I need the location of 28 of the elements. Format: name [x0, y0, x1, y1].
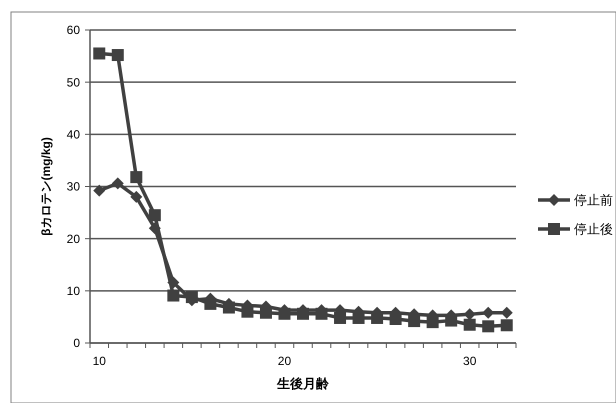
point [482, 320, 494, 332]
point [93, 184, 106, 197]
legend-label: 停止前 [574, 192, 613, 208]
point [112, 177, 124, 190]
point [167, 290, 180, 302]
y-tick-label: 30 [66, 180, 80, 194]
y-tick-label: 10 [66, 284, 80, 298]
point [130, 190, 142, 203]
y-tick-label: 0 [73, 336, 80, 350]
point [464, 308, 476, 320]
point [130, 171, 142, 184]
point [464, 318, 476, 331]
x-tick-label: 10 [92, 354, 106, 368]
x-tick-label: 20 [278, 354, 292, 368]
point [112, 49, 124, 62]
y-axis-title: βカロテン(mg/kg) [39, 137, 53, 236]
point [148, 209, 161, 222]
x-tick-label: 30 [463, 354, 477, 368]
point [167, 276, 180, 288]
point [93, 47, 106, 60]
point [500, 319, 513, 332]
y-tick-label: 20 [66, 232, 80, 246]
x-axis-title: 生後月齢 [276, 376, 330, 391]
y-tick-label: 40 [66, 128, 80, 142]
point [148, 222, 161, 234]
legend-label: 停止後 [574, 222, 613, 237]
y-tick-label: 50 [66, 75, 80, 90]
y-tick-label: 60 [66, 23, 80, 38]
